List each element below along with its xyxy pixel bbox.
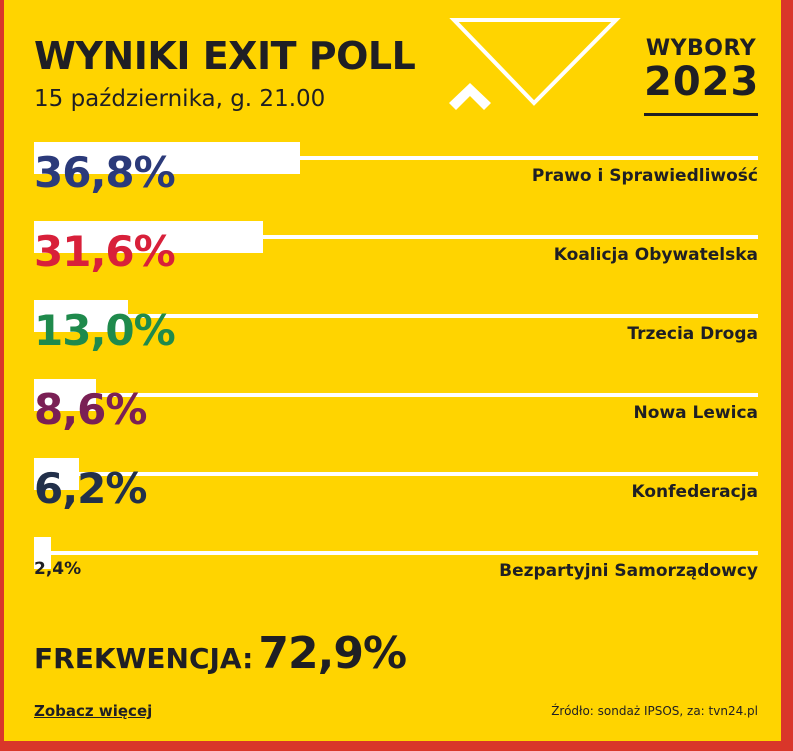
party-name: Nowa Lewica	[633, 403, 758, 423]
see-more-link[interactable]: Zobacz więcej	[34, 702, 153, 720]
result-row: 6,2% Konfederacja	[34, 458, 758, 528]
logo-underline	[644, 113, 758, 116]
party-name: Prawo i Sprawiedliwość	[531, 166, 758, 186]
turnout: FREKWENCJA: 72,9%	[34, 628, 407, 679]
diamond-outline	[449, 18, 621, 106]
chevron-up-shape	[449, 83, 491, 110]
result-percentage: 31,6%	[34, 227, 176, 276]
result-bar	[34, 379, 96, 411]
result-bar	[34, 458, 79, 490]
turnout-value: 72,9%	[258, 628, 407, 679]
bar-track	[34, 235, 758, 239]
result-row: 36,8% Prawo i Sprawiedliwość	[34, 142, 758, 212]
result-row: 31,6% Koalicja Obywatelska	[34, 221, 758, 291]
election-logo: WYBORY 2023	[644, 36, 758, 116]
result-percentage: 8,6%	[34, 385, 147, 434]
result-bar	[34, 221, 263, 253]
bar-track	[34, 393, 758, 397]
result-bar	[34, 300, 128, 332]
logo-year: 2023	[644, 59, 760, 105]
party-name: Koalicja Obywatelska	[553, 245, 758, 265]
bar-track	[34, 551, 758, 555]
result-percentage: 36,8%	[34, 148, 176, 197]
result-percentage: 13,0%	[34, 306, 176, 355]
party-name: Bezpartyjni Samorządowcy	[499, 561, 758, 581]
page-subtitle: 15 października, g. 21.00	[34, 86, 326, 112]
result-bar	[34, 142, 300, 174]
result-percentage: 6,2%	[34, 464, 147, 513]
result-row: 2,4% Bezpartyjni Samorządowcy	[34, 537, 758, 607]
page-title: WYNIKI EXIT POLL	[34, 34, 416, 78]
logo-line-1: WYBORY	[645, 36, 757, 61]
result-row: 8,6% Nowa Lewica	[34, 379, 758, 449]
result-row: 13,0% Trzecia Droga	[34, 300, 758, 370]
result-percentage: 2,4%	[34, 559, 82, 579]
party-name: Konfederacja	[631, 482, 758, 502]
turnout-label: FREKWENCJA:	[34, 642, 254, 675]
decorative-diamond-graphic	[449, 18, 621, 110]
bar-track	[34, 156, 758, 160]
exit-poll-card: WYNIKI EXIT POLL 15 października, g. 21.…	[4, 0, 781, 741]
result-bar	[34, 537, 51, 569]
bar-track	[34, 314, 758, 318]
party-name: Trzecia Droga	[627, 324, 758, 344]
bar-track	[34, 472, 758, 476]
source-note: Źródło: sondaż IPSOS, za: tvn24.pl	[551, 704, 758, 718]
